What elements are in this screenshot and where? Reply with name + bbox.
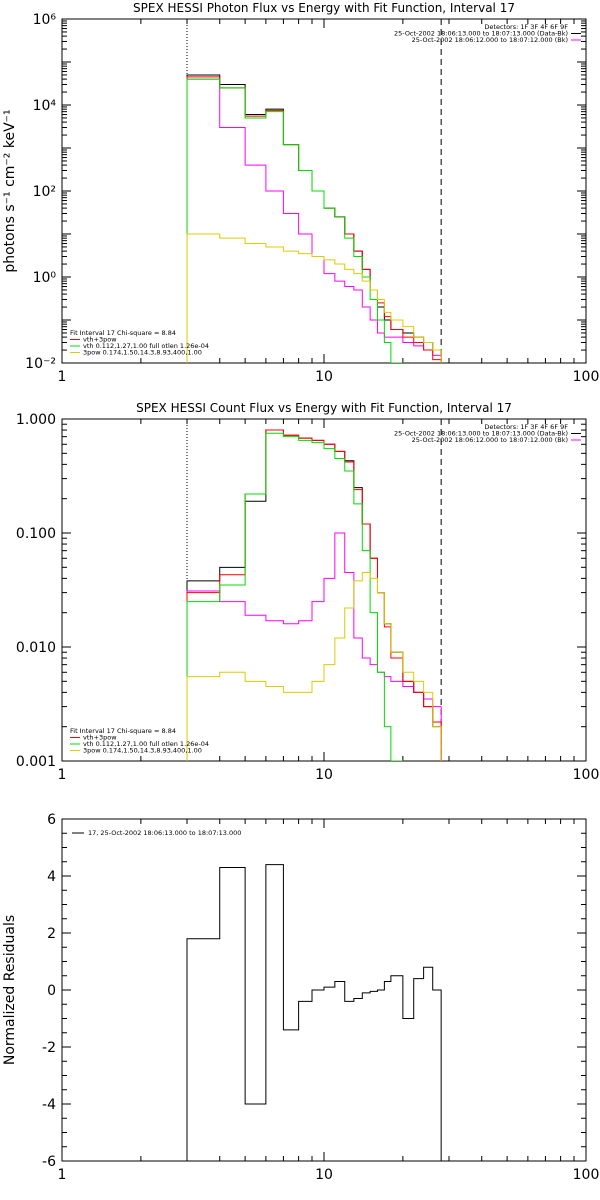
header-line: 25-Oct-2002 18:06:13.000 to 18:07:13.000… (394, 430, 568, 438)
x-tick-label: 100 (573, 767, 600, 783)
panel-2: Normalized Residuals 1 10 100 -6 -4 -2 0 2 4 6 17, … (2, 812, 599, 1183)
series-line-3 (186, 78, 442, 363)
series-line-0 (186, 429, 442, 761)
panel-0: SPEX HESSI Photon Flux vs Energy with Fi… (2, 1, 599, 385)
x-tick-label: 10 (315, 369, 333, 385)
x-tick-label: 10 (315, 1167, 333, 1183)
y-tick-label: 0 (47, 983, 56, 999)
y-tick-label: 2 (47, 926, 56, 942)
header-line: 25-Oct-2002 18:06:13.000 to 18:07:13.000… (394, 30, 568, 38)
y-tick-label: 10⁰ (33, 270, 57, 286)
plot-area (186, 864, 442, 1161)
series-line-4 (186, 572, 442, 761)
x-tick-label: 1 (58, 767, 67, 783)
chart-title: SPEX HESSI Count Flux vs Energy with Fit… (136, 401, 512, 415)
legend-label: vth 0.112,1.27,1.00 full otlen 1.26e-04 (83, 740, 209, 748)
x-tick-label: 100 (573, 1167, 600, 1183)
y-tick-label: 0.100 (16, 526, 56, 542)
series-line-3 (186, 432, 442, 761)
header-line: Detectors: 1F 3F 4F 6F 9F (484, 23, 568, 31)
x-tick-label: 1 (58, 369, 67, 385)
plot-area (186, 419, 442, 761)
y-tick-label: 4 (47, 869, 56, 885)
y-tick-label: 0.001 (16, 754, 56, 770)
y-tick-label: 6 (47, 812, 56, 828)
y-tick-label: -2 (42, 1040, 56, 1056)
x-tick-label: 100 (573, 369, 600, 385)
header-line: 25-Oct-2002 18:06:12.000 to 18:07:12.000… (412, 436, 568, 444)
x-tick-label: 10 (315, 767, 333, 783)
legend-label: 3pow 0.174,1.50,14.3,8.93,400,1.00 (83, 349, 202, 357)
legend-label: 3pow 0.174,1.50,14.3,8.93,400,1.00 (83, 747, 202, 755)
header-line: 25-Oct-2002 18:06:12.000 to 18:07:12.000… (412, 36, 568, 44)
series-line-1 (186, 78, 442, 363)
legend-label: vth 0.112,1.27,1.00 full otlen 1.26e-04 (83, 342, 209, 350)
fit-chi-square-text: Fit Interval 17 Chi-square = 8.84 (70, 329, 176, 337)
y-axis-label: photons s⁻¹ cm⁻² keV⁻¹ (2, 109, 18, 272)
y-tick-label: 10⁶ (33, 12, 57, 28)
x-tick-label: 1 (58, 1167, 67, 1183)
y-tick-label: 10² (33, 184, 56, 200)
plot-area (186, 19, 442, 363)
y-tick-label: 10⁻² (25, 356, 56, 372)
legend-label: vth+3pow (83, 734, 117, 742)
legend-label: vth+3pow (83, 336, 117, 344)
chart-title: SPEX HESSI Photon Flux vs Energy with Fi… (133, 1, 515, 15)
fit-chi-square-text: Fit Interval 17 Chi-square = 8.84 (70, 727, 176, 735)
y-tick-label: -6 (42, 1154, 56, 1170)
header-line: Detectors: 1F 3F 4F 6F 9F (484, 423, 568, 431)
panel-1: SPEX HESSI Count Flux vs Energy with Fit… (16, 401, 600, 783)
series-line-0 (186, 864, 442, 1161)
y-tick-label: 1.000 (16, 412, 56, 428)
y-tick-label: 10⁴ (33, 98, 57, 114)
series-line-4 (186, 233, 442, 363)
y-tick-label: -4 (42, 1097, 56, 1113)
series-line-2 (186, 429, 442, 761)
y-tick-label: 0.010 (16, 640, 56, 656)
legend-label: 17, 25-Oct-2002 18:06:13.000 to 18:07:13… (88, 829, 241, 837)
y-axis-label: Normalized Residuals (2, 915, 18, 1065)
